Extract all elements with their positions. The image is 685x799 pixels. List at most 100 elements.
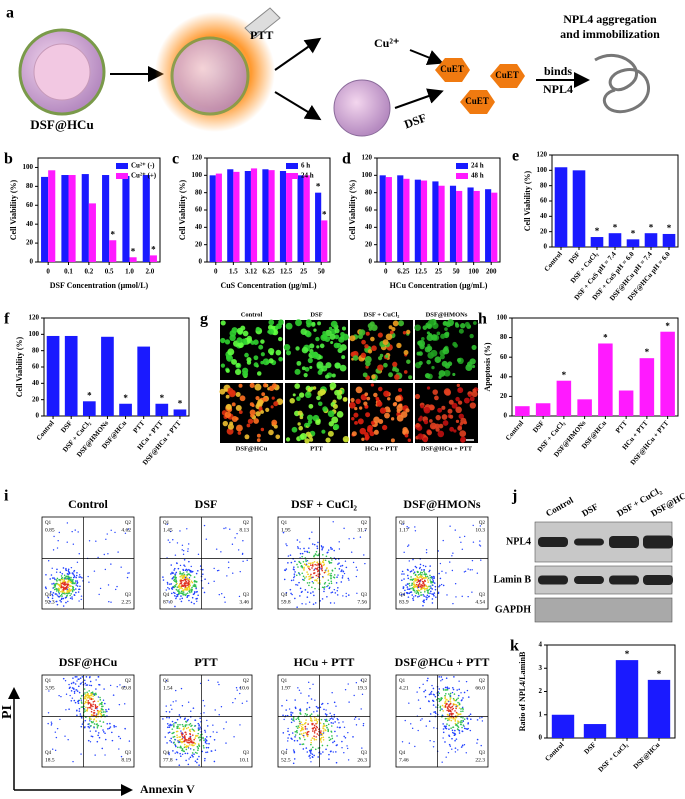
event — [325, 569, 326, 570]
cell — [239, 384, 243, 388]
event — [82, 676, 84, 678]
event — [287, 730, 289, 732]
event — [185, 753, 187, 755]
quadrant-name: Q4 — [399, 593, 406, 598]
y-tick-label: 100 — [537, 166, 548, 174]
event — [73, 571, 74, 572]
event — [174, 576, 176, 578]
event — [320, 562, 322, 564]
event — [403, 578, 405, 580]
event — [85, 683, 87, 685]
event — [446, 718, 448, 720]
event — [446, 703, 448, 705]
event — [313, 582, 315, 584]
quadrant-value: 69.8 — [121, 685, 131, 691]
event — [69, 592, 71, 594]
cell — [408, 438, 411, 441]
quadrant-value: 77.8 — [163, 757, 173, 763]
event — [317, 721, 319, 723]
blot-band — [538, 576, 568, 585]
event — [453, 703, 455, 705]
event — [187, 720, 189, 722]
event — [98, 696, 99, 697]
event — [57, 604, 59, 606]
event — [421, 574, 423, 576]
event — [184, 739, 186, 741]
event — [176, 727, 178, 729]
event — [426, 597, 428, 599]
event — [321, 566, 323, 568]
event — [428, 585, 430, 587]
event — [213, 731, 214, 732]
event — [168, 539, 169, 540]
bar — [216, 174, 222, 262]
event — [76, 572, 78, 574]
event — [420, 719, 421, 720]
legend-label: Cu²⁺ (-) — [131, 162, 155, 170]
event — [184, 732, 186, 734]
event — [64, 575, 66, 577]
event — [293, 720, 294, 721]
event — [75, 592, 77, 594]
y-tick-label: 120 — [362, 154, 373, 162]
event — [113, 726, 115, 728]
cell — [253, 355, 258, 360]
cell — [394, 374, 400, 380]
event — [477, 719, 479, 721]
cell — [265, 408, 269, 412]
event — [181, 598, 183, 600]
event — [75, 588, 77, 590]
bar — [82, 174, 89, 262]
cell — [223, 421, 228, 426]
event — [166, 705, 167, 706]
event — [98, 712, 100, 714]
significance-mark: * — [625, 649, 630, 659]
cell — [427, 346, 433, 352]
event — [85, 702, 87, 704]
event — [459, 702, 461, 704]
event — [315, 728, 317, 730]
event — [412, 578, 414, 580]
event — [177, 586, 179, 588]
event — [60, 696, 61, 697]
event — [457, 697, 459, 699]
event — [294, 560, 296, 562]
event — [190, 757, 192, 759]
event — [461, 727, 463, 729]
cuet-label: CuET — [465, 96, 489, 106]
x-tick-label: 0 — [46, 268, 50, 276]
event — [80, 677, 82, 679]
event — [297, 566, 299, 568]
event — [169, 542, 170, 543]
panel-label: b — [4, 151, 13, 168]
event — [452, 552, 453, 553]
event — [190, 723, 192, 725]
event — [188, 582, 190, 584]
event — [309, 552, 311, 554]
cell — [365, 436, 369, 440]
cell — [232, 402, 236, 406]
cell — [299, 392, 304, 397]
quadrant-name: Q3 — [243, 751, 250, 756]
event — [426, 589, 428, 591]
event — [307, 723, 309, 725]
event — [191, 740, 193, 742]
event — [97, 706, 99, 708]
event — [427, 581, 429, 583]
event — [193, 753, 195, 755]
event — [454, 734, 456, 736]
event — [299, 720, 301, 722]
event — [291, 580, 293, 582]
event — [190, 736, 191, 737]
bar — [397, 175, 403, 262]
cell — [449, 415, 453, 419]
event — [172, 539, 173, 540]
event — [407, 569, 409, 571]
event — [311, 567, 313, 569]
event — [294, 731, 296, 733]
event — [428, 700, 430, 702]
event — [342, 721, 343, 722]
x-tick-label: PTT — [614, 419, 629, 435]
event — [313, 603, 315, 605]
event — [309, 582, 311, 584]
